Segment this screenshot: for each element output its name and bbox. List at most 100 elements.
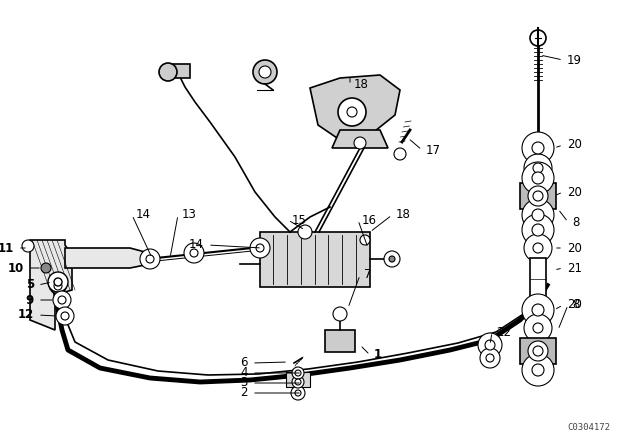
Text: 15: 15 [292, 214, 307, 227]
Text: 9: 9 [26, 293, 34, 306]
Text: 8: 8 [572, 298, 579, 311]
Circle shape [522, 354, 554, 386]
Circle shape [384, 251, 400, 267]
Circle shape [522, 294, 554, 326]
Circle shape [58, 296, 66, 304]
Circle shape [528, 341, 548, 361]
Circle shape [480, 348, 500, 368]
Circle shape [532, 172, 544, 184]
Circle shape [533, 323, 543, 333]
Circle shape [250, 238, 270, 258]
Circle shape [159, 63, 177, 81]
Circle shape [140, 249, 160, 269]
Polygon shape [30, 240, 72, 330]
Circle shape [292, 376, 304, 388]
Bar [520, 338, 556, 364]
Text: 18: 18 [354, 78, 369, 91]
Circle shape [524, 154, 552, 182]
Polygon shape [65, 248, 148, 268]
Bar [325, 330, 355, 352]
Polygon shape [310, 75, 400, 140]
Circle shape [50, 278, 66, 294]
Bar [170, 64, 190, 78]
Circle shape [333, 307, 347, 321]
Circle shape [522, 214, 554, 246]
Circle shape [533, 243, 543, 253]
Circle shape [522, 132, 554, 164]
Text: 3: 3 [241, 376, 248, 389]
Circle shape [533, 346, 543, 356]
Text: 13: 13 [182, 208, 197, 221]
Circle shape [41, 263, 51, 273]
Text: 18: 18 [396, 208, 411, 221]
Text: 17: 17 [426, 143, 441, 156]
Circle shape [22, 240, 34, 252]
Circle shape [485, 340, 495, 350]
Text: 16: 16 [362, 214, 377, 227]
Circle shape [533, 191, 543, 201]
Text: 8: 8 [572, 215, 579, 228]
Circle shape [54, 282, 62, 290]
Text: 14: 14 [136, 208, 151, 221]
Circle shape [486, 354, 494, 362]
Circle shape [295, 370, 301, 376]
Circle shape [360, 235, 370, 245]
Text: 10: 10 [8, 262, 24, 275]
Bar [520, 183, 556, 209]
Circle shape [298, 225, 312, 239]
Text: 20: 20 [567, 138, 582, 151]
Circle shape [253, 60, 277, 84]
Bar [530, 258, 546, 300]
Circle shape [524, 314, 552, 342]
Circle shape [532, 364, 544, 376]
Circle shape [190, 249, 198, 257]
Circle shape [347, 107, 357, 117]
Text: 1: 1 [374, 349, 382, 362]
Text: 7: 7 [364, 268, 371, 281]
Text: 21: 21 [567, 262, 582, 275]
Circle shape [48, 272, 68, 292]
Text: 11: 11 [0, 241, 14, 254]
Bar [286, 372, 310, 387]
Text: 20: 20 [567, 298, 582, 311]
Text: C0304172: C0304172 [567, 423, 610, 432]
Circle shape [292, 367, 304, 379]
Circle shape [533, 163, 543, 173]
Circle shape [524, 234, 552, 262]
Circle shape [295, 390, 301, 396]
Circle shape [530, 30, 546, 46]
Bar [260, 232, 370, 287]
Circle shape [394, 148, 406, 160]
Text: 6: 6 [241, 357, 248, 370]
Text: 12: 12 [18, 309, 34, 322]
Circle shape [532, 142, 544, 154]
Text: 4: 4 [241, 366, 248, 379]
Circle shape [532, 224, 544, 236]
Circle shape [295, 379, 301, 385]
Polygon shape [332, 130, 388, 148]
Text: 5: 5 [26, 279, 34, 292]
Circle shape [54, 278, 62, 286]
Circle shape [522, 199, 554, 231]
Text: 20: 20 [567, 241, 582, 254]
Circle shape [389, 256, 395, 262]
Circle shape [61, 312, 69, 320]
Text: 20: 20 [567, 185, 582, 198]
Circle shape [256, 244, 264, 252]
Circle shape [291, 386, 305, 400]
Circle shape [532, 209, 544, 221]
Circle shape [53, 291, 71, 309]
Circle shape [56, 307, 74, 325]
Circle shape [184, 243, 204, 263]
Circle shape [478, 333, 502, 357]
Circle shape [532, 304, 544, 316]
Circle shape [522, 162, 554, 194]
Circle shape [354, 137, 366, 149]
Text: 14: 14 [189, 238, 204, 251]
Circle shape [259, 66, 271, 78]
Text: 19: 19 [567, 53, 582, 66]
Circle shape [338, 98, 366, 126]
Circle shape [528, 186, 548, 206]
Text: 2: 2 [241, 387, 248, 400]
Text: 22: 22 [496, 326, 511, 339]
